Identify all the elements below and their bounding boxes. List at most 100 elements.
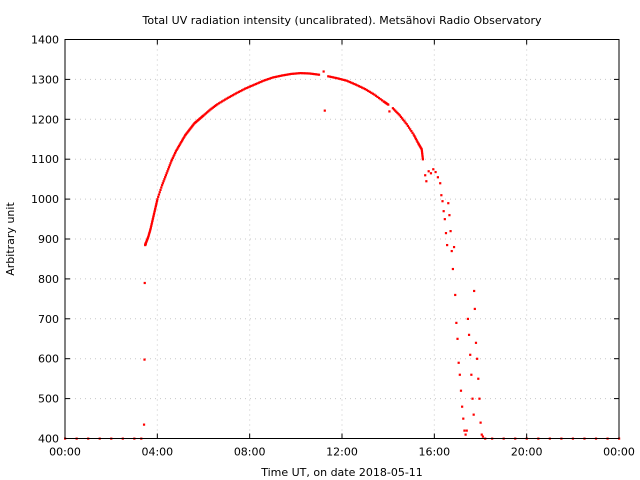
data-point xyxy=(339,78,342,81)
data-point xyxy=(260,80,264,83)
data-point xyxy=(164,174,167,177)
data-point xyxy=(181,138,184,141)
data-point xyxy=(150,224,153,227)
data-point xyxy=(156,198,159,201)
data-point xyxy=(233,93,236,96)
data-point xyxy=(274,75,278,78)
data-point xyxy=(212,105,216,108)
data-point xyxy=(287,73,290,76)
data-point xyxy=(327,75,330,78)
data-point xyxy=(461,405,464,408)
x-tick-label: 04:00 xyxy=(141,446,173,459)
data-point xyxy=(166,170,169,173)
data-point xyxy=(415,139,418,142)
data-point xyxy=(168,164,171,167)
data-point xyxy=(432,168,435,171)
data-point xyxy=(307,72,310,75)
data-point xyxy=(159,188,162,191)
data-point xyxy=(147,236,150,239)
data-point xyxy=(210,107,213,110)
data-point xyxy=(161,182,164,185)
data-point xyxy=(262,79,265,82)
data-point xyxy=(150,223,153,226)
data-point xyxy=(344,79,347,82)
data-point xyxy=(409,128,412,131)
data-point xyxy=(227,96,230,99)
data-point xyxy=(280,74,284,77)
data-point xyxy=(268,77,271,80)
data-point xyxy=(160,186,163,189)
data-point xyxy=(237,90,241,93)
data-point xyxy=(424,174,427,177)
data-point xyxy=(479,421,482,424)
data-point xyxy=(414,136,417,139)
data-point xyxy=(177,146,180,149)
data-point xyxy=(147,234,150,237)
data-point xyxy=(149,229,152,232)
data-point xyxy=(279,74,282,77)
data-point xyxy=(434,170,437,174)
data-point xyxy=(150,221,154,224)
data-point xyxy=(230,94,233,98)
data-point xyxy=(208,109,211,112)
data-point xyxy=(154,204,157,207)
data-point xyxy=(174,151,177,155)
data-point xyxy=(267,78,270,81)
data-point xyxy=(248,85,251,88)
data-point xyxy=(345,79,348,82)
data-point xyxy=(341,78,344,81)
data-point xyxy=(304,72,307,75)
data-point xyxy=(270,76,273,80)
data-point xyxy=(251,84,254,87)
data-point xyxy=(153,209,156,212)
data-point xyxy=(149,228,152,231)
data-point xyxy=(317,73,321,76)
data-point xyxy=(429,172,433,175)
data-point xyxy=(440,194,443,197)
data-point xyxy=(420,148,423,151)
data-point xyxy=(314,73,318,76)
data-point xyxy=(412,133,415,136)
data-point xyxy=(396,111,399,115)
y-tick-label: 1400 xyxy=(31,34,59,47)
data-point xyxy=(420,149,424,153)
data-point xyxy=(204,112,208,115)
data-point xyxy=(361,86,364,89)
data-point xyxy=(316,73,319,76)
y-tick-label: 400 xyxy=(38,433,59,446)
data-points xyxy=(64,70,621,440)
data-point xyxy=(265,78,268,81)
data-point xyxy=(143,281,146,285)
x-tick-label: 00:00 xyxy=(49,446,81,459)
data-point xyxy=(154,208,157,211)
y-tick-label: 600 xyxy=(38,353,59,366)
data-point xyxy=(178,143,181,146)
data-point xyxy=(457,361,460,364)
data-point xyxy=(154,206,157,209)
data-point xyxy=(473,307,476,311)
data-point xyxy=(169,162,172,165)
data-point xyxy=(176,147,179,150)
data-point xyxy=(373,93,376,96)
data-point xyxy=(282,74,285,77)
data-point xyxy=(231,94,234,97)
data-point xyxy=(220,100,224,103)
data-point xyxy=(264,79,267,82)
data-point xyxy=(348,80,351,84)
data-point xyxy=(256,82,259,85)
data-point xyxy=(162,180,165,183)
data-point xyxy=(376,95,379,99)
data-point xyxy=(439,182,442,185)
data-point xyxy=(285,73,288,76)
data-point xyxy=(357,85,361,88)
data-point xyxy=(244,87,247,90)
data-point xyxy=(379,98,382,101)
data-point xyxy=(474,341,478,344)
data-point xyxy=(405,123,408,126)
data-point xyxy=(480,433,483,436)
data-point xyxy=(165,172,168,175)
data-point xyxy=(443,218,446,221)
data-point xyxy=(302,72,305,75)
data-point xyxy=(311,72,314,76)
